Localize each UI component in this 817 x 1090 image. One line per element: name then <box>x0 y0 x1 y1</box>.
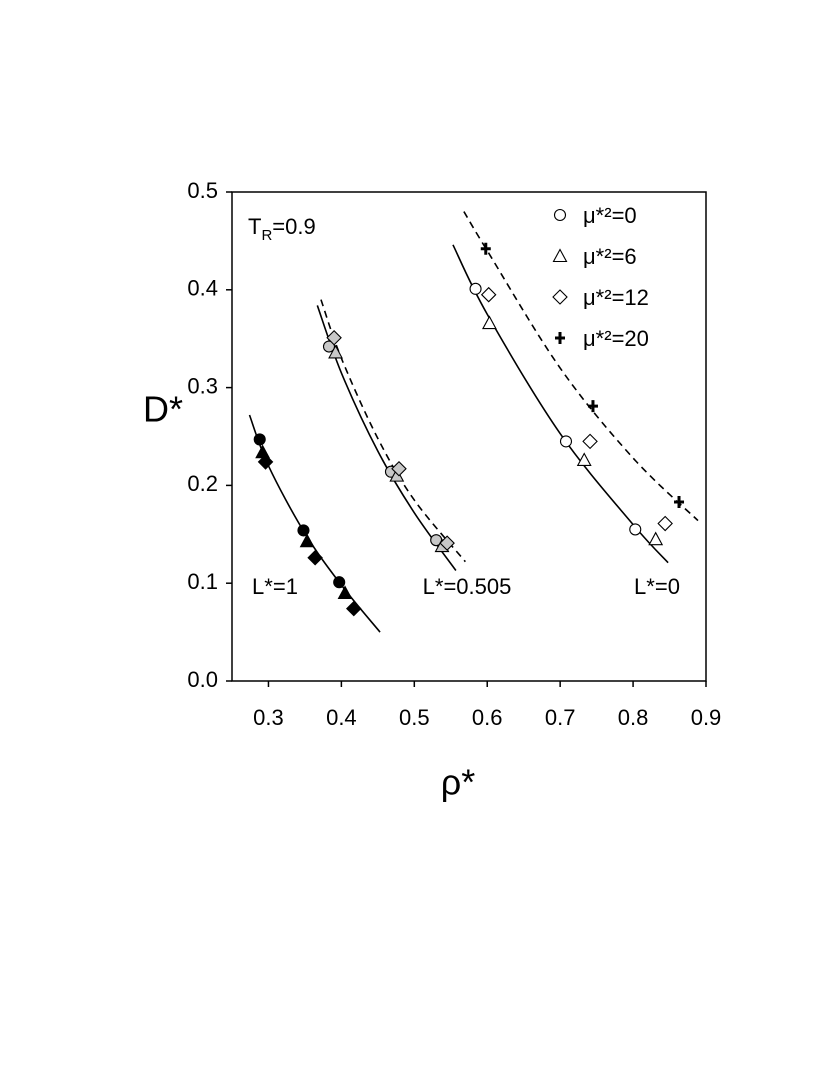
legend-label: μ*²=6 <box>583 244 637 269</box>
legend-label: μ*²=12 <box>583 285 649 310</box>
marker-circle <box>322 340 336 353</box>
fit-curve <box>248 414 381 633</box>
marker-circle <box>559 435 573 448</box>
marker-diamond <box>391 460 407 477</box>
x-tick-label: 0.7 <box>545 705 576 730</box>
fit-curve <box>316 305 457 571</box>
group-label: L*=0.505 <box>423 574 512 599</box>
marker-circle <box>297 524 310 537</box>
fit-curve <box>463 211 699 522</box>
y-tick-label: 0.5 <box>187 178 218 203</box>
plot-frame <box>231 191 707 682</box>
marker-diamond <box>307 549 323 566</box>
legend-label: μ*²=0 <box>583 203 637 228</box>
y-tick-label: 0.3 <box>187 373 218 398</box>
fit-curve <box>320 299 466 563</box>
marker-diamond <box>439 535 455 551</box>
marker-plus <box>674 496 685 509</box>
marker-diamond <box>257 454 274 470</box>
y-axis-label: D* <box>143 389 183 430</box>
x-tick-label: 0.6 <box>472 705 503 730</box>
marker-triangle <box>337 585 353 600</box>
x-tick-label: 0.3 <box>253 705 284 730</box>
x-tick-label: 0.8 <box>618 705 649 730</box>
y-tick-label: 0.0 <box>187 667 218 692</box>
marker-diamond <box>326 329 342 346</box>
marker-triangle <box>481 315 497 330</box>
y-tick-label: 0.2 <box>187 471 218 496</box>
marker-triangle <box>576 452 592 467</box>
marker-diamond <box>552 289 568 305</box>
marker-triangle <box>648 531 664 546</box>
marker-diamond <box>657 515 673 532</box>
marker-diamond <box>346 600 362 617</box>
group-label: L*=1 <box>252 574 298 599</box>
group-label: L*=0 <box>634 574 680 599</box>
annotation: TR=0.9 <box>248 214 316 244</box>
marker-circle <box>629 523 642 536</box>
x-tick-label: 0.9 <box>691 705 722 730</box>
legend-label: μ*²=20 <box>583 326 649 351</box>
y-tick-label: 0.1 <box>187 569 218 594</box>
x-tick-label: 0.5 <box>399 705 430 730</box>
marker-triangle <box>552 248 568 263</box>
annotation-sub: R <box>261 227 272 244</box>
marker-triangle <box>328 344 343 359</box>
annotation-main: T <box>248 214 261 239</box>
y-tick-label: 0.4 <box>187 276 218 301</box>
marker-plus <box>555 332 565 344</box>
x-tick-label: 0.4 <box>326 705 357 730</box>
marker-plus <box>480 242 491 255</box>
marker-diamond <box>480 286 497 303</box>
marker-circle <box>553 208 567 222</box>
x-axis-label: ρ* <box>441 762 476 803</box>
marker-triangle <box>299 533 315 548</box>
marker-circle <box>333 576 346 589</box>
marker-circle <box>469 282 482 295</box>
marker-circle <box>253 433 266 446</box>
marker-diamond <box>582 433 598 450</box>
marker-plus <box>587 400 598 413</box>
annotation-tail: =0.9 <box>272 214 315 239</box>
